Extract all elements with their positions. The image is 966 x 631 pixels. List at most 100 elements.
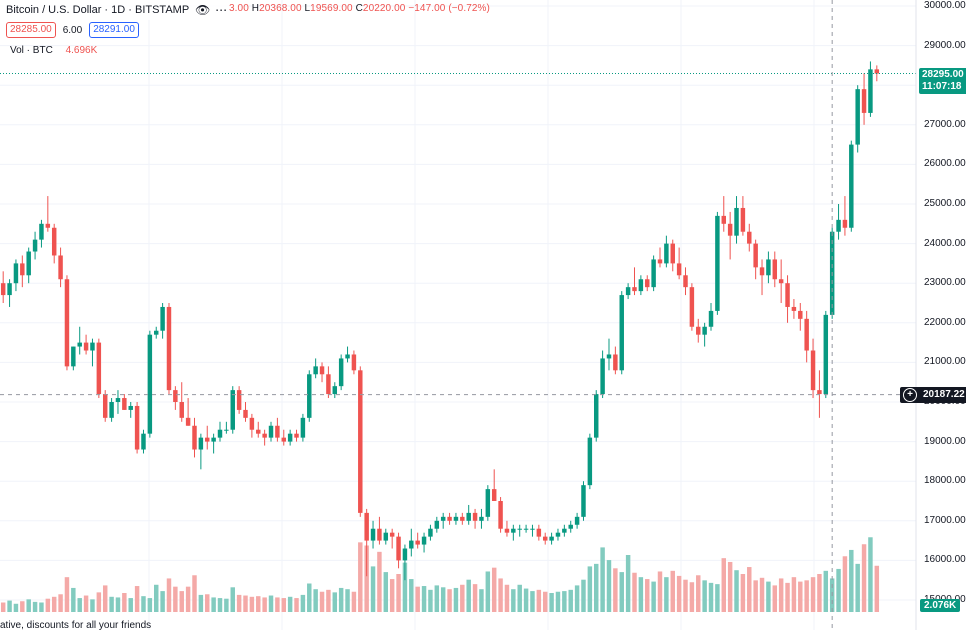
candle-body (20, 263, 25, 276)
volume-bar (759, 577, 765, 612)
volume-bar (440, 587, 446, 612)
symbol-legend[interactable]: Bitcoin / U.S. Dollar · 1D · BITSTAMP 👁 … (0, 0, 238, 20)
symbol-title[interactable]: Bitcoin / U.S. Dollar · 1D · BITSTAMP (6, 4, 190, 16)
add-alert-icon[interactable]: + (903, 388, 917, 402)
candle-body (645, 279, 650, 288)
volume-bar (715, 584, 720, 612)
volume-bar (128, 598, 133, 612)
candle-body (861, 89, 867, 113)
volume-bar (702, 580, 707, 612)
crosshair-price-tag[interactable]: + 20187.22 (900, 387, 966, 403)
candle-body (842, 219, 848, 228)
candle-body (77, 342, 82, 347)
volume-bar (504, 584, 510, 612)
volume-bar (58, 594, 63, 612)
candle-body (708, 310, 714, 327)
volume-bar (294, 598, 299, 612)
volume-bar (632, 572, 637, 612)
volume-bar (542, 591, 548, 612)
volume-bar (664, 577, 669, 612)
candle-body (759, 267, 765, 276)
candle-body (389, 532, 395, 537)
volume-bar (855, 563, 860, 612)
volume-bar (345, 589, 350, 612)
candle-body (377, 528, 382, 541)
volume-bar (587, 566, 593, 612)
candle-body (0, 283, 6, 296)
volume-bar (236, 594, 242, 612)
volume-bar (823, 570, 829, 612)
volume-bar (319, 591, 325, 612)
candle-body (785, 283, 790, 307)
candle-body (300, 417, 306, 438)
candle-body (249, 417, 255, 430)
volume-bar (708, 582, 714, 612)
candle-body (224, 429, 229, 431)
volume-bar (230, 587, 235, 612)
volume-bar (727, 561, 733, 612)
candle-body (581, 485, 586, 517)
candle-body (287, 433, 293, 442)
candle-body (613, 354, 618, 371)
candle-body (657, 259, 663, 264)
volume-bar (287, 596, 293, 612)
volume-bar (868, 537, 873, 612)
candle-body (345, 354, 350, 359)
volume-bar (224, 598, 229, 612)
volume-bar (45, 598, 51, 612)
volume-bar (523, 588, 529, 612)
volume-bar (874, 565, 880, 612)
candle-body (166, 306, 172, 391)
volume-bar (453, 587, 459, 612)
candle-body (542, 536, 548, 541)
ohlc-low-label: L (304, 3, 311, 14)
bid-price-box[interactable]: 28285.00 (6, 22, 56, 38)
candle-body (90, 342, 95, 351)
volume-bar (740, 574, 746, 612)
candle-body (485, 489, 491, 517)
more-options-icon[interactable]: ⋯ (215, 3, 228, 17)
volume-legend[interactable]: Vol · BTC 4.696K (10, 45, 97, 56)
candle-body (268, 425, 274, 438)
volume-bar (766, 581, 771, 612)
candle-body (147, 334, 153, 434)
candle-body (351, 354, 357, 371)
candle-body (651, 259, 656, 288)
bid-ask-row: 28285.00 6.00 28291.00 (6, 22, 139, 38)
candle-body (409, 540, 414, 549)
candle-body (810, 350, 816, 391)
price-tick-label: 22000.00 (924, 316, 966, 328)
candle-body (434, 520, 440, 529)
promo-banner[interactable]: ative, discounts for all your friends (0, 620, 152, 631)
candle-body (606, 354, 612, 359)
volume-bar (625, 555, 631, 612)
candle-body (294, 433, 299, 438)
volume-bar (377, 551, 382, 612)
candle-body (115, 398, 121, 402)
volume-bar (134, 586, 140, 612)
volume-bar (370, 566, 376, 612)
volume-bar (479, 589, 484, 612)
volume-bar (530, 591, 535, 612)
volume-bar (147, 598, 153, 612)
volume-bar (109, 596, 114, 612)
volume-bar (351, 591, 357, 612)
volume-bar (447, 589, 452, 612)
candle-body (523, 528, 529, 530)
eye-icon[interactable]: 👁 (195, 3, 211, 17)
volume-bar (77, 598, 82, 612)
volume-bar (804, 580, 809, 612)
price-tick-label: 16000.00 (924, 554, 966, 566)
volume-bar (778, 578, 784, 612)
candle-body (600, 358, 605, 395)
candle-body (205, 437, 210, 442)
candlestick-series (0, 61, 880, 581)
ask-price-box[interactable]: 28291.00 (89, 22, 139, 38)
candle-body (696, 326, 701, 335)
candle-body (587, 437, 593, 486)
candle-body (562, 528, 567, 533)
candle-body (211, 437, 216, 442)
candle-body (530, 528, 535, 530)
volume-bar (651, 581, 656, 612)
